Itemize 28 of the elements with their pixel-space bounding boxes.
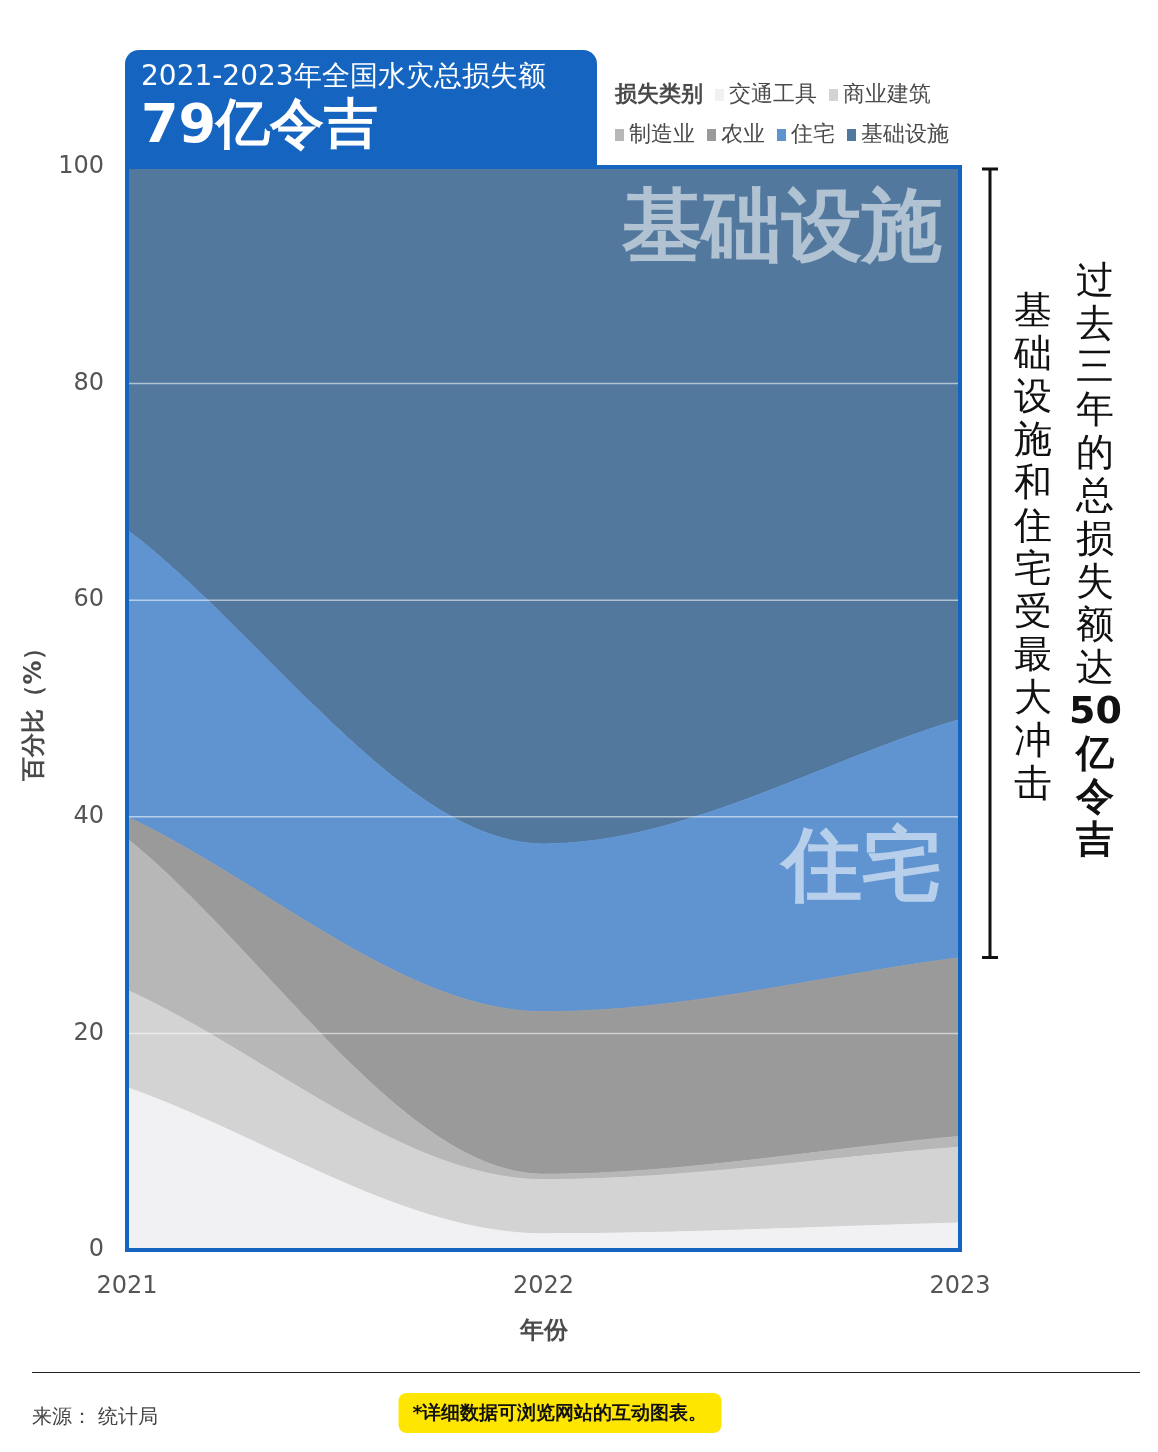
annotation: 基础设施	[621, 178, 942, 272]
y-tick-label: 40	[73, 801, 104, 830]
x-axis-title: 年份	[518, 1315, 569, 1344]
legend-label: 基础设施	[861, 120, 949, 146]
y-axis-title: 百分比（%）	[18, 636, 47, 782]
annotation: 住宅	[779, 817, 942, 911]
legend-label: 住宅	[790, 120, 835, 146]
y-tick-label: 60	[73, 584, 104, 613]
legend-label: 制造业	[629, 120, 695, 146]
x-tick-label: 2022	[512, 1270, 575, 1299]
chart-title: 2021-2023年全国水灾总损失额	[141, 59, 547, 93]
y-tick-label: 20	[73, 1017, 104, 1046]
y-tick-label: 0	[88, 1234, 104, 1263]
legend-title: 损失类别	[614, 80, 703, 106]
text: 基础设施和住宅受最大冲击	[1014, 288, 1052, 805]
title-banner: 2021-2023年全国水灾总损失额 79亿令吉	[125, 50, 597, 167]
x-tick-label: 2021	[96, 1270, 158, 1299]
legend-label: 商业建筑	[843, 80, 931, 106]
legend-label: 交通工具	[729, 80, 817, 106]
source-note: 来源： 统计局	[32, 1403, 159, 1430]
y-tick-label: 80	[73, 367, 104, 396]
text: 过去三年的总损失额达	[1076, 258, 1114, 689]
legend-label: 农业	[721, 120, 765, 146]
text: 50亿令吉	[1069, 688, 1122, 861]
chart-subtitle: 79亿令吉	[141, 92, 380, 155]
x-tick-label: 2023	[929, 1270, 991, 1299]
y-tick-label: 100	[58, 151, 104, 180]
highlight-box: *详细数据可浏览网站的互动图表。	[398, 1393, 722, 1433]
